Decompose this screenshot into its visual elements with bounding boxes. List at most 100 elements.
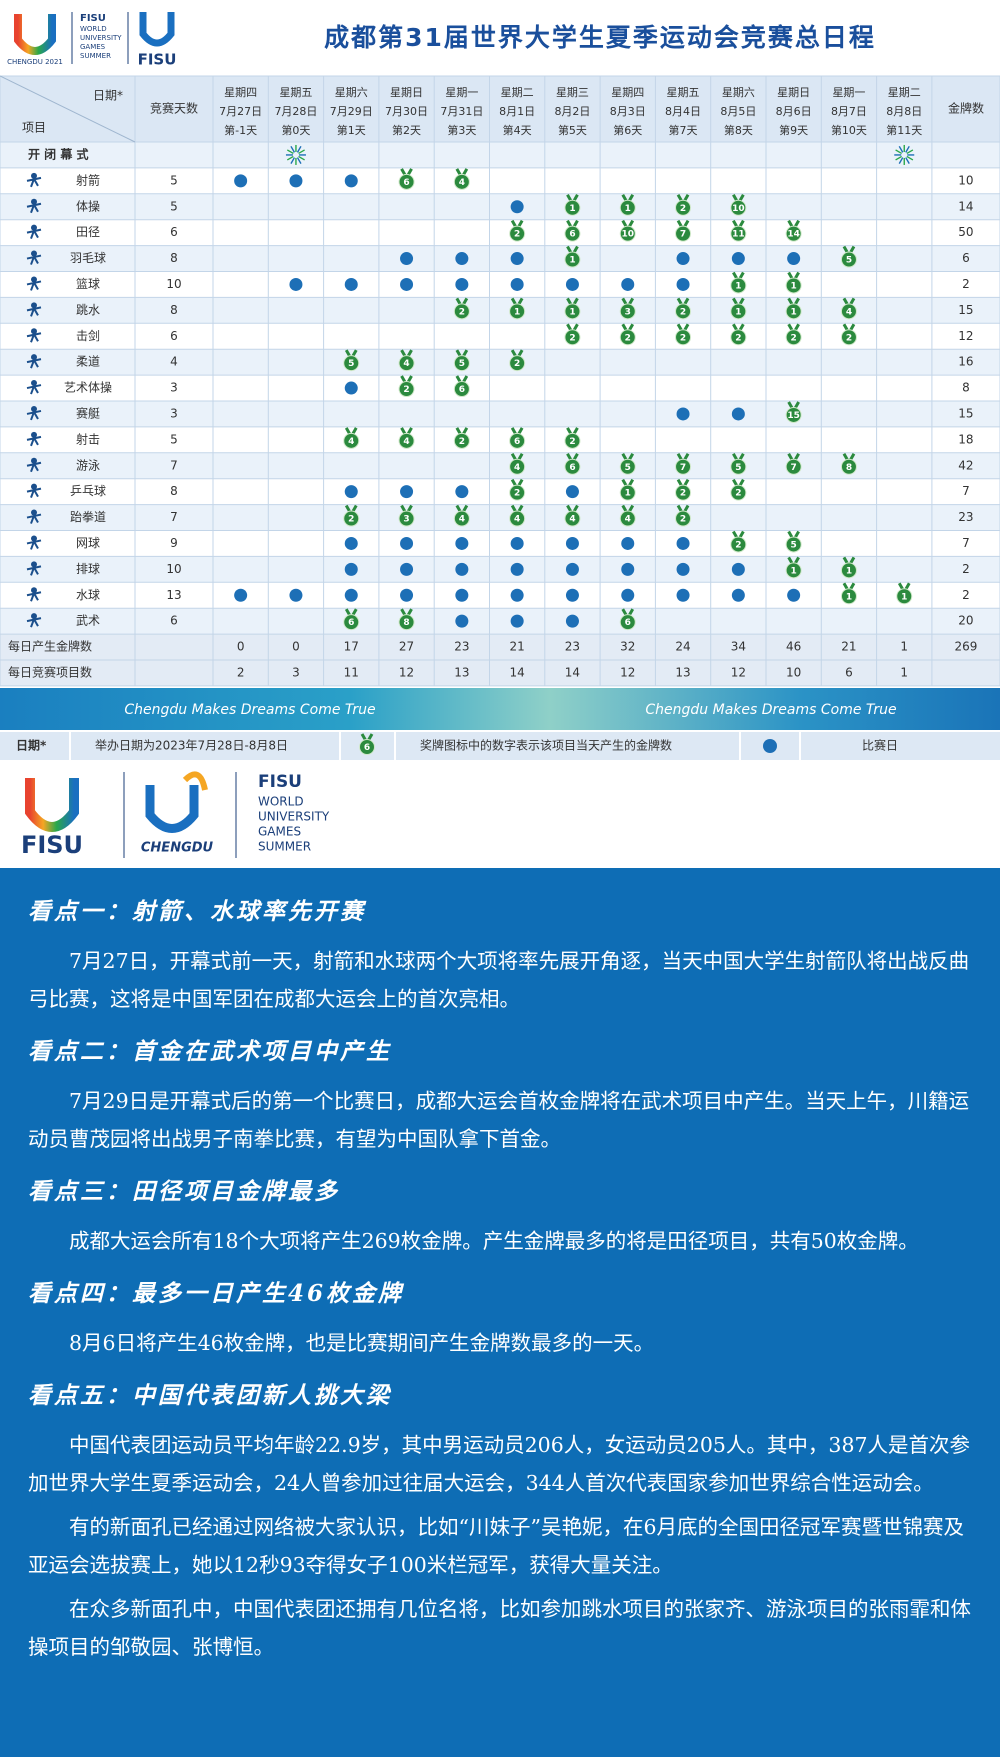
corner-diagonal [0,75,136,143]
medal [619,303,636,320]
medal [398,432,415,449]
medal [675,510,692,527]
logo-text: CHENGDU [141,841,214,856]
competition-dot [510,536,524,550]
firework [286,155,294,161]
sport-name: 水球 [76,588,100,602]
sport-medals: 2 [962,588,970,602]
sport-icon [31,354,37,361]
sport-medals: 42 [958,458,973,472]
weekday: 星期一 [832,86,865,99]
weekday: 星期五 [667,86,700,99]
sport-icon [31,172,37,179]
medal [675,199,692,216]
weekday: 星期一 [445,86,478,99]
sport-name: 游泳 [76,458,100,472]
medal [730,458,747,475]
competition-dot [344,174,358,188]
logo-text: CHENGDU 2021 [7,58,63,66]
competition-dot [455,562,469,576]
sport-medals: 18 [958,432,973,446]
summary-value: 23 [565,640,580,654]
corner-item: 项目 [22,121,46,135]
competition-dot [344,562,358,576]
medal [619,329,636,346]
sport-medals: 8 [962,381,970,395]
sport-icon [31,457,37,464]
sport-icon [26,617,42,628]
weekday: 星期四 [611,86,644,99]
sport-icon [31,613,37,620]
date: 7月30日 [385,105,428,118]
medal [509,510,526,527]
medal [453,381,470,398]
sport-icon [26,565,42,576]
date: 7月27日 [219,105,262,118]
medal [785,329,802,346]
row-bg [0,297,1000,324]
medal [398,510,415,527]
competition-dot [400,485,414,499]
day-number: 第7天 [669,123,698,137]
sport-medals: 10 [958,173,973,187]
firework [895,155,903,161]
firework [296,145,302,153]
legend-label: 日期* [16,738,47,753]
logo-text: UNIVERSITY [80,34,122,42]
medal-count: 2 [459,437,465,447]
sport-name: 乒乓球 [70,484,106,498]
competition-days: 5 [170,432,178,446]
competition-days: 8 [170,251,178,265]
summary-value: 11 [344,665,359,679]
medal [675,329,692,346]
sport-name: 篮球 [76,276,100,291]
competition-dot [565,536,579,550]
medal-count: 2 [569,333,575,343]
sport-name: 体操 [76,198,100,213]
firework [296,157,302,164]
medal [453,510,470,527]
medal [509,432,526,449]
medal-count: 2 [680,333,686,343]
competition-dot [731,407,745,421]
competition-dot [565,614,579,628]
medal [619,458,636,475]
competition-dot [621,277,635,291]
highlight-title: 看点三：田径项目金牌最多 [28,1178,340,1205]
column-header: 金牌数 [948,101,984,116]
firework [906,149,914,155]
competition-dot [676,562,690,576]
logo-mark [14,14,56,55]
summary-label: 每日竞赛项目数 [8,664,92,679]
summary-value: 12 [620,665,635,679]
logo-text: WORLD [80,25,107,33]
highlight-paragraph: 成都大运会所有18个大项将产生269枚金牌。产生金牌最多的将是田径项目，共有50… [69,1229,919,1253]
legend-text: 举办日期为2023年7月28日-8月8日 [95,738,288,753]
medal [675,458,692,475]
logo-text: GAMES [258,825,301,839]
sport-icon [26,280,42,291]
sport-icon [31,405,37,412]
logo-mark [182,771,208,791]
date: 8月6日 [776,105,812,118]
competition-dot [400,562,414,576]
competition-dot [565,562,579,576]
sport-icon [26,539,42,550]
logo-text: FISU [21,831,83,859]
row-bg [0,245,1000,272]
firework [898,157,904,164]
competition-dot [455,588,469,602]
firework [905,157,910,164]
highlight-paragraph: 8月6日将产生46枚金牌，也是比赛期间产生金牌数最多的一天。 [69,1331,655,1355]
competition-dot [621,562,635,576]
corner-date: 日期* [93,89,123,103]
sport-name: 赛艇 [76,405,100,420]
competition-days: 6 [170,329,178,343]
sport-icon [31,224,37,231]
medal [840,329,857,346]
firework [895,149,903,155]
competition-dot [400,277,414,291]
summary-value: 21 [510,640,525,654]
competition-dot [289,174,303,188]
medal [343,355,360,372]
